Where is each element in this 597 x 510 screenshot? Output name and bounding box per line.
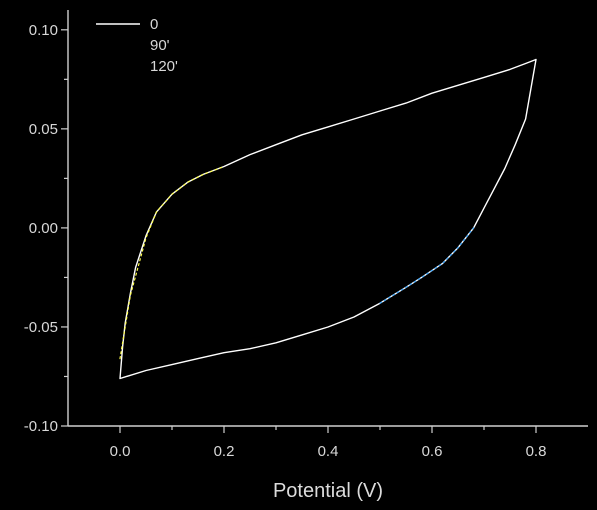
series-layer bbox=[119, 58, 537, 380]
x-tick-label: 0.6 bbox=[422, 443, 443, 460]
y-tick-label: 0.05 bbox=[29, 121, 58, 138]
series-line-0 bbox=[119, 58, 537, 380]
legend-label-1: 90' bbox=[150, 37, 170, 54]
x-tick-label: 0.8 bbox=[526, 443, 547, 460]
y-tick-label: 0.00 bbox=[29, 220, 58, 237]
x-axis-label: Potential (V) bbox=[273, 480, 383, 502]
y-ticks: -0.10 -0.05 0.00 0.05 0.10 bbox=[24, 22, 68, 435]
x-tick-label: 0.0 bbox=[110, 443, 131, 460]
series-line-2 bbox=[379, 227, 475, 304]
x-tick-label: 0.4 bbox=[318, 443, 339, 460]
x-tick-label: 0.2 bbox=[214, 443, 235, 460]
legend-label-0: 0 bbox=[150, 16, 158, 33]
y-tick-label: -0.05 bbox=[24, 319, 58, 336]
y-tick-label: 0.10 bbox=[29, 22, 58, 39]
legend: 0 90' 120' bbox=[96, 16, 178, 75]
y-tick-label: -0.10 bbox=[24, 418, 58, 435]
legend-label-2: 120' bbox=[150, 58, 178, 75]
series-line-1 bbox=[119, 165, 225, 360]
x-ticks: 0.0 0.2 0.4 0.6 0.8 bbox=[110, 426, 547, 460]
axes bbox=[67, 10, 588, 427]
